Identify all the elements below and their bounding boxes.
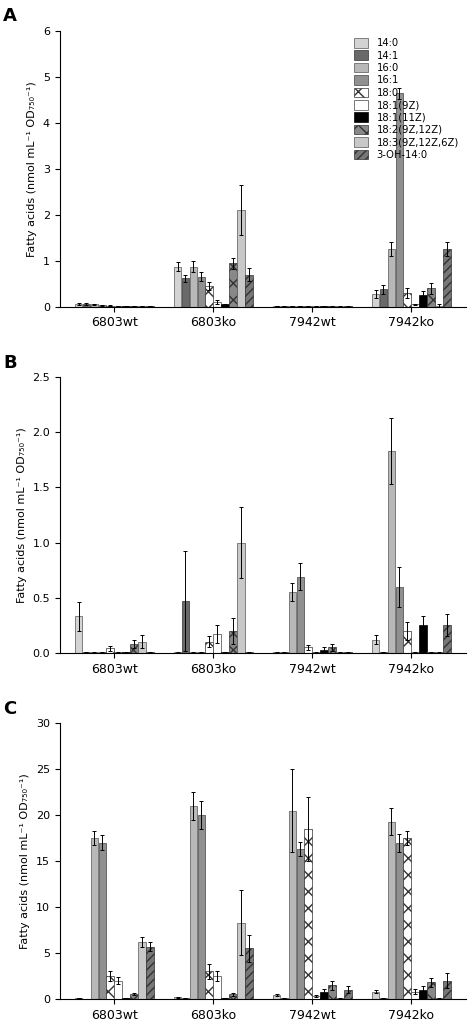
Bar <box>107 649 114 653</box>
Bar <box>396 93 403 307</box>
Bar <box>146 947 154 999</box>
Bar <box>99 305 106 307</box>
Bar <box>443 625 451 653</box>
Bar <box>443 249 451 307</box>
Bar <box>396 587 403 653</box>
Bar <box>91 305 98 307</box>
Text: C: C <box>3 699 16 718</box>
Bar <box>213 302 221 307</box>
Bar <box>107 976 114 999</box>
Bar <box>130 644 138 653</box>
Bar <box>427 983 435 999</box>
Bar <box>130 994 138 999</box>
Bar <box>419 990 427 999</box>
Bar <box>419 625 427 653</box>
Bar <box>229 263 237 307</box>
Bar <box>328 647 336 653</box>
Bar <box>174 267 182 307</box>
Bar <box>229 994 237 999</box>
Bar <box>206 286 213 307</box>
Bar <box>304 829 312 999</box>
Bar <box>237 543 245 653</box>
Bar <box>344 990 352 999</box>
Bar <box>213 976 221 999</box>
Bar <box>273 995 280 999</box>
Bar <box>297 577 304 653</box>
Bar <box>114 981 122 999</box>
Bar <box>304 647 312 653</box>
Bar <box>372 992 379 999</box>
Bar <box>411 305 419 307</box>
Bar <box>396 843 403 999</box>
Bar <box>198 277 205 307</box>
Bar <box>403 838 411 999</box>
Y-axis label: Fatty acids (nmol mL⁻¹ OD₇₅₀⁻¹): Fatty acids (nmol mL⁻¹ OD₇₅₀⁻¹) <box>20 774 30 949</box>
Bar <box>99 843 106 999</box>
Bar <box>403 630 411 653</box>
Bar <box>289 811 296 999</box>
Bar <box>213 634 221 653</box>
Bar <box>312 996 320 999</box>
Bar <box>182 600 189 653</box>
Bar <box>174 997 182 999</box>
Text: A: A <box>3 7 17 26</box>
Bar <box>320 992 328 999</box>
Bar <box>138 642 146 653</box>
Bar <box>297 849 304 999</box>
Bar <box>206 642 213 653</box>
Bar <box>190 805 197 999</box>
Text: B: B <box>3 353 17 372</box>
Bar <box>427 288 435 307</box>
Bar <box>411 992 419 999</box>
Bar <box>245 275 253 307</box>
Bar <box>75 304 82 307</box>
Bar <box>372 640 379 653</box>
Bar <box>380 289 387 307</box>
Bar <box>443 981 451 999</box>
Bar <box>320 650 328 653</box>
Bar <box>83 304 90 307</box>
Bar <box>91 838 98 999</box>
Legend: 14:0, 14:1, 16:0, 16:1, 18:0, 18:1(9Z), 18:1(11Z), 18:2(9Z,12Z), 18:3(9Z,12Z,6Z): 14:0, 14:1, 16:0, 16:1, 18:0, 18:1(9Z), … <box>352 36 461 162</box>
Bar <box>237 923 245 999</box>
Bar <box>289 592 296 653</box>
Bar <box>372 294 379 307</box>
Bar <box>229 630 237 653</box>
Bar <box>221 305 229 307</box>
Bar <box>388 249 395 307</box>
Bar <box>206 971 213 999</box>
Bar <box>245 949 253 999</box>
Bar <box>138 942 146 999</box>
Y-axis label: Fatty acids (nmol mL⁻¹ OD₇₅₀⁻¹): Fatty acids (nmol mL⁻¹ OD₇₅₀⁻¹) <box>17 427 27 603</box>
Bar <box>328 985 336 999</box>
Bar <box>403 293 411 307</box>
Bar <box>388 822 395 999</box>
Bar <box>190 267 197 307</box>
Bar <box>237 210 245 307</box>
Bar <box>419 296 427 307</box>
Bar <box>75 616 82 653</box>
Y-axis label: Fatty acids (nmol mL⁻¹ OD₇₅₀⁻¹): Fatty acids (nmol mL⁻¹ OD₇₅₀⁻¹) <box>27 81 37 256</box>
Bar <box>198 815 205 999</box>
Bar <box>182 278 189 307</box>
Bar <box>388 451 395 653</box>
